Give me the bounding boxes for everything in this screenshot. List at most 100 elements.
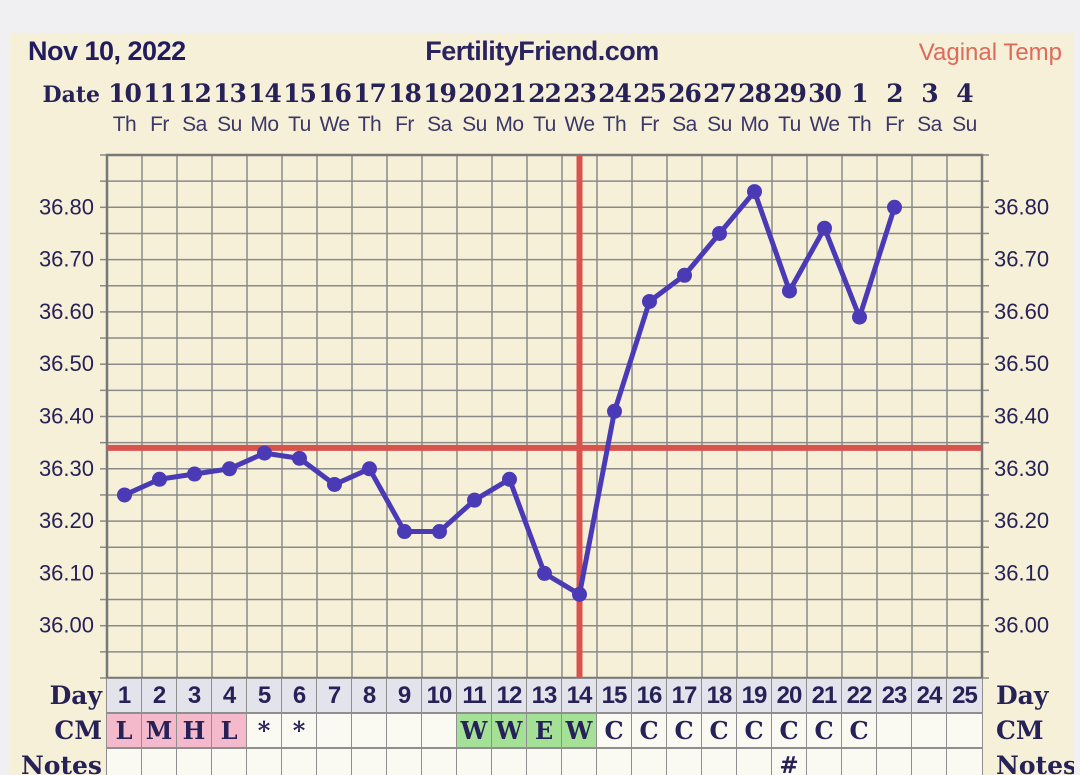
cycle-day-cell[interactable]: 19 [737, 679, 772, 712]
cm-cell[interactable]: C [842, 714, 877, 747]
notes-cell[interactable]: # [772, 749, 807, 775]
cycle-day-cell[interactable]: 5 [247, 679, 282, 712]
notes-cell[interactable] [807, 749, 842, 775]
cycle-day-cell[interactable]: 18 [702, 679, 737, 712]
notes-cell[interactable] [107, 749, 142, 775]
cm-cell[interactable] [912, 714, 947, 747]
cycle-day-cell[interactable]: 21 [807, 679, 842, 712]
cm-cell[interactable] [947, 714, 982, 747]
cycle-day-cell[interactable]: 14 [562, 679, 597, 712]
temperature-point[interactable] [257, 445, 272, 461]
temperature-point[interactable] [222, 461, 237, 477]
temperature-point[interactable] [677, 267, 692, 283]
notes-cell[interactable] [492, 749, 527, 775]
temperature-point[interactable] [187, 466, 202, 482]
cm-cell[interactable]: C [737, 714, 772, 747]
notes-cell[interactable] [562, 749, 597, 775]
temperature-point[interactable] [397, 524, 412, 540]
cm-cell[interactable]: H [177, 714, 212, 747]
notes-cell[interactable] [947, 749, 982, 775]
temperature-point[interactable] [852, 309, 867, 325]
cycle-day-cell[interactable]: 4 [212, 679, 247, 712]
notes-cell[interactable] [702, 749, 737, 775]
temperature-point[interactable] [467, 492, 482, 508]
cm-cell[interactable]: M [142, 714, 177, 747]
cycle-day-cell[interactable]: 12 [492, 679, 527, 712]
cycle-day-cell[interactable]: 9 [387, 679, 422, 712]
cm-cell[interactable]: E [527, 714, 562, 747]
notes-cell[interactable] [212, 749, 247, 775]
cycle-day-cell[interactable]: 24 [912, 679, 947, 712]
temperature-point[interactable] [782, 283, 797, 299]
notes-cell[interactable] [142, 749, 177, 775]
cm-cell[interactable] [352, 714, 387, 747]
cm-cell[interactable]: * [247, 714, 282, 747]
cycle-day-cell[interactable]: 23 [877, 679, 912, 712]
notes-cell[interactable] [177, 749, 212, 775]
cycle-day-cell[interactable]: 8 [352, 679, 387, 712]
temperature-chart[interactable]: 36.00 36.00 36.10 36.10 36.20 36.20 36.30 36.30… [10, 149, 1074, 686]
notes-cell[interactable] [352, 749, 387, 775]
cm-cell[interactable]: L [212, 714, 247, 747]
temperature-point[interactable] [292, 450, 307, 466]
temperature-point[interactable] [817, 220, 832, 236]
cycle-day-cell[interactable]: 2 [142, 679, 177, 712]
notes-cell[interactable] [317, 749, 352, 775]
cycle-day-cell[interactable]: 13 [527, 679, 562, 712]
cycle-day-cell[interactable]: 7 [317, 679, 352, 712]
temperature-point[interactable] [607, 403, 622, 419]
notes-cell[interactable] [912, 749, 947, 775]
temperature-point[interactable] [432, 524, 447, 540]
cycle-day-cell[interactable]: 25 [947, 679, 982, 712]
cycle-day-cell[interactable]: 20 [772, 679, 807, 712]
cycle-day-cell[interactable]: 16 [632, 679, 667, 712]
notes-cell[interactable] [597, 749, 632, 775]
cm-cell[interactable]: * [282, 714, 317, 747]
notes-cell[interactable] [457, 749, 492, 775]
cycle-day-cell[interactable]: 10 [422, 679, 457, 712]
cycle-day-cell[interactable]: 6 [282, 679, 317, 712]
cm-cell[interactable]: L [107, 714, 142, 747]
temperature-point[interactable] [362, 461, 377, 477]
cm-cell[interactable] [387, 714, 422, 747]
cycle-day-cell[interactable]: 22 [842, 679, 877, 712]
cm-cell[interactable]: C [667, 714, 702, 747]
temperature-point[interactable] [747, 184, 762, 200]
notes-cell[interactable] [737, 749, 772, 775]
notes-cell[interactable] [632, 749, 667, 775]
cm-cell[interactable]: C [807, 714, 842, 747]
notes-cell[interactable] [527, 749, 562, 775]
temperature-point[interactable] [152, 471, 167, 487]
cm-cell[interactable]: W [457, 714, 492, 747]
temperature-point[interactable] [642, 293, 657, 309]
notes-cell[interactable] [877, 749, 912, 775]
cm-cell[interactable]: C [597, 714, 632, 747]
notes-cell[interactable] [247, 749, 282, 775]
cycle-day-cell[interactable]: 3 [177, 679, 212, 712]
weekday-cells: Th Fr Sa Su Mo Tu We Th Fr Sa Su Mo Tu We Th Fr Sa Su Mo Tu… [107, 113, 982, 137]
notes-cell[interactable] [387, 749, 422, 775]
temperature-point[interactable] [537, 565, 552, 581]
cm-cell[interactable]: W [562, 714, 597, 747]
cycle-day-cell[interactable]: 1 [107, 679, 142, 712]
temperature-point[interactable] [887, 199, 902, 215]
temperature-point[interactable] [327, 476, 342, 492]
notes-cell[interactable] [282, 749, 317, 775]
notes-cell[interactable] [842, 749, 877, 775]
cm-cell[interactable]: W [492, 714, 527, 747]
temperature-point[interactable] [117, 487, 132, 503]
cm-cell[interactable] [422, 714, 457, 747]
temperature-point[interactable] [712, 225, 727, 241]
cm-cell[interactable] [317, 714, 352, 747]
cycle-day-cell[interactable]: 17 [667, 679, 702, 712]
notes-cell[interactable] [422, 749, 457, 775]
cm-cell[interactable]: C [702, 714, 737, 747]
cycle-day-cell[interactable]: 15 [597, 679, 632, 712]
cm-cell[interactable]: C [772, 714, 807, 747]
cycle-day-cell[interactable]: 11 [457, 679, 492, 712]
temperature-point[interactable] [502, 471, 517, 487]
temperature-point[interactable] [572, 586, 587, 602]
cm-cell[interactable]: C [632, 714, 667, 747]
cm-cell[interactable] [877, 714, 912, 747]
notes-cell[interactable] [667, 749, 702, 775]
